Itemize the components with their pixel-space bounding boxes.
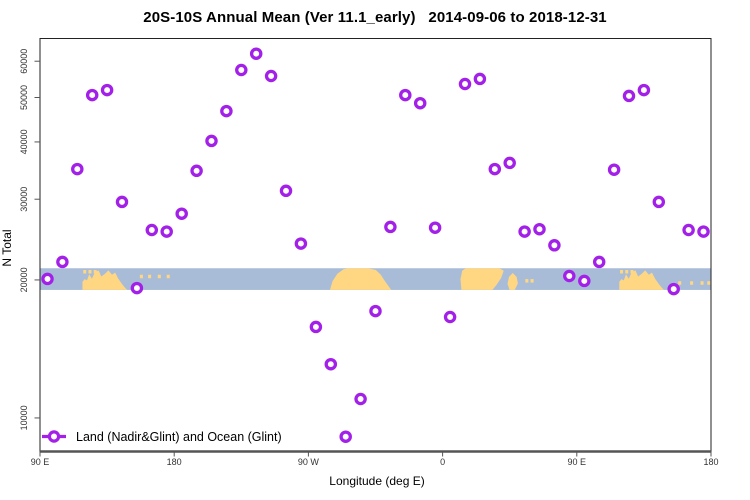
x-tick-label: 0 bbox=[440, 457, 445, 467]
data-point bbox=[637, 83, 651, 97]
data-point bbox=[324, 357, 338, 371]
data-point bbox=[294, 237, 308, 250]
land-island bbox=[83, 269, 87, 274]
land-shape bbox=[330, 268, 392, 290]
x-axis-ticks: 90 E 180 90 W 0 90 E 180 bbox=[31, 451, 719, 467]
land-island bbox=[88, 269, 92, 274]
land-island bbox=[148, 274, 152, 279]
x-axis-label: Longitude (deg E) bbox=[329, 474, 424, 488]
data-point bbox=[71, 162, 84, 176]
y-tick-label: 50000 bbox=[19, 85, 29, 110]
data-point bbox=[175, 207, 188, 220]
data-point bbox=[384, 220, 397, 234]
data-point bbox=[428, 221, 442, 234]
land-shape bbox=[82, 270, 128, 290]
data-point bbox=[115, 195, 129, 209]
data-points bbox=[41, 47, 710, 443]
land-island bbox=[700, 281, 704, 285]
data-point bbox=[205, 134, 218, 148]
data-point bbox=[249, 47, 263, 60]
y-axis-ticks: 10000 20000 30000 40000 50000 60000 bbox=[19, 49, 40, 430]
land-island bbox=[690, 281, 694, 285]
land-island bbox=[530, 279, 534, 283]
x-tick-label: 90 W bbox=[298, 457, 320, 467]
data-point bbox=[130, 281, 144, 295]
data-point bbox=[518, 225, 531, 238]
data-point bbox=[607, 163, 621, 176]
y-tick-label: 10000 bbox=[19, 405, 29, 430]
data-point bbox=[369, 304, 382, 318]
data-point bbox=[578, 274, 591, 288]
x-tick-label: 90 E bbox=[568, 457, 587, 467]
data-point bbox=[458, 77, 472, 91]
data-point bbox=[652, 195, 666, 209]
data-point bbox=[443, 310, 457, 324]
legend: Land (Nadir&Glint) and Ocean (Glint) bbox=[42, 430, 282, 444]
data-point bbox=[548, 239, 561, 252]
land-shape bbox=[619, 270, 664, 290]
data-point bbox=[41, 272, 54, 286]
x-tick-label: 180 bbox=[703, 457, 718, 467]
chart-title: 20S-10S Annual Mean (Ver 11.1_early) 201… bbox=[143, 9, 607, 26]
data-point bbox=[100, 83, 114, 97]
data-point bbox=[413, 96, 427, 110]
data-point bbox=[488, 162, 502, 176]
map-band bbox=[40, 268, 711, 290]
legend-label: Land (Nadir&Glint) and Ocean (Glint) bbox=[76, 430, 282, 444]
land-island bbox=[625, 269, 629, 274]
legend-point-symbol bbox=[47, 430, 61, 443]
land-island bbox=[157, 274, 161, 279]
x-tick-label: 180 bbox=[167, 457, 182, 467]
data-point bbox=[533, 222, 546, 236]
data-point bbox=[354, 392, 367, 406]
data-point bbox=[697, 225, 710, 238]
plot-border bbox=[39, 38, 712, 452]
data-point bbox=[145, 223, 159, 237]
x-tick-label: 90 E bbox=[31, 457, 50, 467]
data-point bbox=[85, 88, 99, 102]
data-point bbox=[503, 156, 516, 170]
data-point bbox=[160, 225, 173, 238]
y-tick-label: 20000 bbox=[19, 267, 29, 292]
data-point bbox=[220, 104, 233, 118]
data-point bbox=[563, 269, 576, 283]
data-point bbox=[56, 255, 69, 269]
land-island bbox=[620, 269, 624, 274]
land-island bbox=[166, 274, 170, 279]
data-point bbox=[339, 430, 352, 443]
y-tick-label: 60000 bbox=[19, 49, 29, 74]
data-point bbox=[667, 282, 680, 296]
land-island bbox=[630, 269, 634, 274]
land-shape bbox=[507, 273, 518, 290]
land-island bbox=[139, 274, 143, 279]
land-island bbox=[93, 269, 97, 274]
y-tick-label: 30000 bbox=[19, 187, 29, 212]
data-point bbox=[279, 184, 293, 198]
data-point bbox=[235, 63, 248, 77]
land-island bbox=[707, 281, 711, 285]
data-point bbox=[622, 89, 636, 103]
land-island bbox=[525, 279, 529, 283]
land-island bbox=[678, 281, 682, 285]
data-point bbox=[264, 69, 278, 83]
data-point bbox=[473, 72, 487, 86]
land-shape bbox=[460, 268, 504, 290]
data-point bbox=[399, 88, 412, 102]
data-point bbox=[190, 164, 203, 178]
y-axis-label: N Total bbox=[0, 229, 14, 266]
data-point bbox=[682, 223, 695, 237]
data-point bbox=[309, 320, 323, 334]
data-point bbox=[592, 255, 606, 269]
y-tick-label: 40000 bbox=[19, 129, 29, 154]
